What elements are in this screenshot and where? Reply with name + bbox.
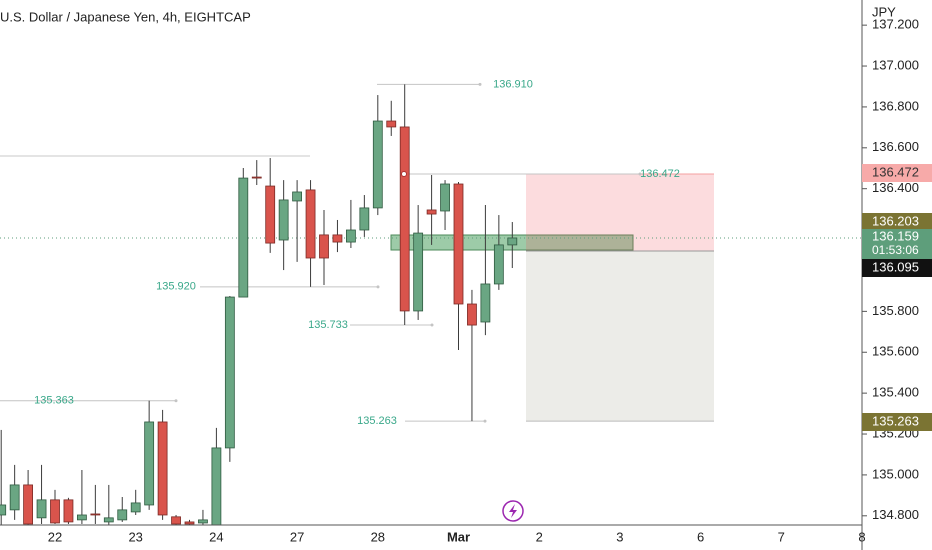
candle-body <box>319 234 329 259</box>
candle-body <box>332 234 343 243</box>
annotation-end <box>174 399 178 403</box>
candle-body <box>117 509 128 521</box>
price-label-box <box>862 259 932 277</box>
annotation-end <box>430 323 434 327</box>
y-tick-label: 136.600 <box>872 139 919 154</box>
candle-body <box>507 237 518 246</box>
candle-body <box>224 296 235 449</box>
crosshair-dot <box>401 170 407 177</box>
candle-body <box>426 209 437 215</box>
annotation-label: 136.472 <box>640 168 680 180</box>
x-tick-label: 2 <box>536 529 543 544</box>
y-tick-label: 136.800 <box>872 98 919 113</box>
candle-body <box>144 421 155 506</box>
candle-body <box>345 229 356 243</box>
candle-body <box>238 177 249 298</box>
x-tick-label: 7 <box>778 529 785 544</box>
candle-body <box>493 244 504 285</box>
candle-body <box>9 484 20 511</box>
y-tick-label: 135.800 <box>872 303 919 318</box>
annotation-end <box>478 82 482 86</box>
candle-body <box>184 521 195 525</box>
price-label-box <box>862 213 932 231</box>
candle-body <box>305 189 316 259</box>
x-tick-label: 28 <box>371 529 385 544</box>
y-tick-label: 137.000 <box>872 57 919 72</box>
y-tick-label: 135.000 <box>872 466 919 481</box>
stop-zone <box>526 173 714 252</box>
annotation-end <box>638 172 642 176</box>
candle-body <box>50 499 60 524</box>
candle-body <box>0 504 7 516</box>
candle-body <box>480 283 491 323</box>
annotation-label: 135.263 <box>357 415 397 427</box>
price-label-box <box>862 413 932 431</box>
candle-body <box>130 502 141 513</box>
candle-body <box>211 447 222 525</box>
y-tick-label: 134.800 <box>872 507 919 522</box>
axis-unit: JPY <box>872 4 896 19</box>
x-tick-label: 6 <box>697 529 704 544</box>
x-tick-label: 24 <box>209 529 223 544</box>
annotation-label: 136.910 <box>493 78 533 90</box>
plot-area: 136.910 136.472 135.920 135.733 135.363 135.2… <box>0 78 862 525</box>
current-price-label: 136.159 <box>872 228 919 243</box>
x-tick-label: 8 <box>858 529 865 544</box>
price-label: 136.472 <box>872 164 919 179</box>
chart-title: U.S. Dollar / Japanese Yen, 4h, EIGHTCAP <box>0 9 251 24</box>
price-label: 135.263 <box>872 413 919 428</box>
candle-body <box>265 185 276 244</box>
annotation-label: 135.920 <box>156 281 196 293</box>
candle-body <box>157 421 168 516</box>
annotation-end <box>483 419 487 423</box>
countdown: 01:53:06 <box>872 243 919 257</box>
candle-body <box>467 303 477 326</box>
x-tick-label: 27 <box>290 529 304 544</box>
annotation-label: 135.363 <box>34 395 74 407</box>
candle-body <box>453 183 464 305</box>
candle-body <box>372 120 383 209</box>
annotation-label: 135.733 <box>308 319 348 331</box>
price-label: 136.095 <box>872 259 919 274</box>
x-tick-label: 22 <box>48 529 62 544</box>
candle-body <box>63 499 74 523</box>
candle-body <box>36 499 47 519</box>
candle-body <box>386 120 397 128</box>
candle-body <box>251 176 262 179</box>
x-tick-label: 23 <box>128 529 142 544</box>
y-tick-label: 136.400 <box>872 180 919 195</box>
candle-body <box>77 514 87 521</box>
current-price-box <box>862 229 932 259</box>
y-tick-label: 135.600 <box>872 344 919 359</box>
candle-body <box>103 517 114 523</box>
price-label-box <box>862 164 932 182</box>
candle-body <box>440 183 450 212</box>
candle-body <box>23 484 34 525</box>
price-label: 136.203 <box>872 213 919 228</box>
x-tick-label: Mar <box>447 529 470 544</box>
annotation-end <box>376 285 380 289</box>
candle-body <box>413 232 424 312</box>
candle-body <box>90 513 101 516</box>
candle-body <box>359 207 370 231</box>
candle-body <box>198 519 208 524</box>
candle-body <box>292 191 303 202</box>
event-icon-bolt <box>509 504 517 518</box>
candle-body <box>399 126 410 312</box>
y-tick-label: 137.200 <box>872 17 919 32</box>
y-tick-label: 135.400 <box>872 385 919 400</box>
candle-body <box>278 199 289 241</box>
x-tick-label: 3 <box>616 529 623 544</box>
target-zone <box>526 251 714 422</box>
candle-body <box>171 516 181 525</box>
